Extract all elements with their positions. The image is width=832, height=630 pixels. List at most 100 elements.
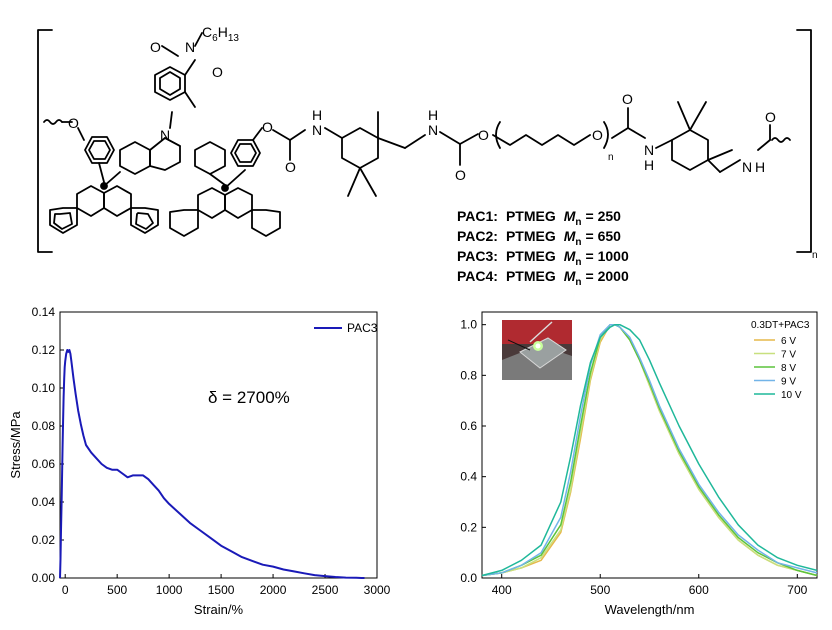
- mn-symbol: M: [564, 228, 576, 244]
- y-tick-label: 0.08: [32, 419, 56, 433]
- mn-subscript: n: [575, 257, 581, 268]
- polymer-label: PAC4: PTMEG Mn = 2000: [457, 268, 629, 288]
- legend-label: 9 V: [781, 377, 796, 388]
- plot-frame: [481, 311, 818, 579]
- x-tick-label: 1000: [156, 583, 183, 597]
- svg-text:H: H: [428, 107, 438, 123]
- plot-frame: [59, 311, 378, 579]
- mn-symbol: M: [564, 248, 576, 264]
- y-tick-label: 0.10: [32, 381, 56, 395]
- legend-label: 7 V: [781, 350, 796, 361]
- x-tick-label: 3000: [364, 583, 391, 597]
- svg-text:N: N: [428, 122, 438, 138]
- svg-text:O: O: [285, 159, 296, 175]
- polymer-name: PAC2:: [457, 228, 498, 244]
- y-tick-label: 0.2: [460, 520, 477, 534]
- x-tick-label: 0: [62, 583, 69, 597]
- mn-value: = 1000: [586, 248, 629, 264]
- svg-text:n: n: [812, 250, 818, 261]
- x-tick-label: 600: [689, 583, 709, 597]
- x-tick-label: 2500: [312, 583, 339, 597]
- mn-value: = 250: [586, 208, 622, 224]
- polymer-name: PAC4:: [457, 268, 498, 284]
- device-photo: [502, 320, 572, 380]
- hexyl-substituent: C6H13: [202, 24, 239, 44]
- series-line: [481, 323, 818, 577]
- series-line: [481, 323, 818, 577]
- series-line: [481, 323, 818, 577]
- y-tick-label: 0.06: [32, 457, 56, 471]
- x-tick-label: 700: [787, 583, 807, 597]
- mn-symbol: M: [564, 268, 576, 284]
- polymer-segment: PTMEG: [506, 268, 556, 284]
- mn-subscript: n: [575, 237, 581, 248]
- svg-text:O: O: [455, 167, 466, 183]
- stress-strain-chart: 0 500 1000 1500 2000 2500 3000 0.00 0.02 0.04 0.06…: [8, 305, 391, 617]
- x-tick-label: 400: [492, 583, 512, 597]
- x-tick-label: 2000: [260, 583, 287, 597]
- mn-subscript: n: [575, 217, 581, 228]
- paren-left: [495, 121, 501, 149]
- polymer-name: PAC3:: [457, 248, 498, 264]
- svg-text:H: H: [644, 157, 654, 173]
- left-bracket: [37, 29, 53, 253]
- legend-title: 0.3DT+PAC3: [751, 320, 810, 331]
- svg-text:O: O: [68, 115, 79, 131]
- polymer-segment: PTMEG: [506, 248, 556, 264]
- svg-text:O: O: [150, 39, 161, 55]
- y-tick-label: 0.00: [32, 571, 56, 585]
- svg-text:N: N: [185, 39, 195, 55]
- y-tick-label: 0.04: [32, 495, 56, 509]
- svg-text:O: O: [262, 119, 273, 135]
- svg-text:H: H: [755, 159, 765, 175]
- y-tick-label: 0.6: [460, 419, 477, 433]
- svg-text:N: N: [644, 142, 654, 158]
- polymer-segment: PTMEG: [506, 228, 556, 244]
- paren-right: [603, 121, 609, 149]
- polymer-label: PAC1: PTMEG Mn = 250: [457, 208, 621, 228]
- repeat-subscript: n: [608, 152, 614, 163]
- legend-label: 8 V: [781, 363, 796, 374]
- polymer-label: PAC3: PTMEG Mn = 1000: [457, 248, 629, 268]
- y-tick-label: 1.0: [460, 318, 477, 332]
- series-line: [59, 349, 365, 579]
- polymer-segment: PTMEG: [506, 208, 556, 224]
- polymer-name: PAC1:: [457, 208, 498, 224]
- y-tick-label: 0.02: [32, 533, 56, 547]
- y-axis-label: Stress/MPa: [8, 411, 23, 479]
- wavy-end-right: [771, 137, 791, 143]
- y-tick-label: 0.0: [460, 571, 477, 585]
- el-spectra-chart: 400 500 600 700 0.0 0.2 0.4 0.6 0.8 1.0 Wavelength…: [460, 311, 818, 617]
- x-tick-label: 1500: [208, 583, 235, 597]
- svg-text:O: O: [478, 127, 489, 143]
- x-axis-label: Strain/%: [194, 602, 244, 617]
- chemical-structure: O N O O N C6H13: [37, 24, 818, 261]
- y-tick-label: 0.12: [32, 343, 56, 357]
- mn-value: = 650: [586, 228, 622, 244]
- y-tick-label: 0.14: [32, 305, 56, 319]
- svg-text:O: O: [765, 109, 776, 125]
- svg-text:N: N: [160, 127, 170, 143]
- svg-text:N: N: [312, 122, 322, 138]
- mn-subscript: n: [575, 277, 581, 288]
- legend-label: 6 V: [781, 336, 796, 347]
- wavy-end-left: [43, 119, 63, 125]
- x-tick-label: 500: [107, 583, 127, 597]
- svg-text:O: O: [212, 64, 223, 80]
- svg-text:N: N: [742, 159, 752, 175]
- legend-label: PAC3: [347, 321, 378, 335]
- mn-value: = 2000: [586, 268, 629, 284]
- svg-text:H: H: [312, 107, 322, 123]
- right-bracket: [796, 29, 812, 253]
- svg-text:O: O: [622, 91, 633, 107]
- mn-symbol: M: [564, 208, 576, 224]
- polymer-label: PAC2: PTMEG Mn = 650: [457, 228, 621, 248]
- y-tick-label: 0.8: [460, 368, 477, 382]
- x-axis-label: Wavelength/nm: [605, 602, 695, 617]
- legend-label: 10 V: [781, 390, 802, 401]
- x-tick-label: 500: [590, 583, 610, 597]
- elongation-annotation: δ = 2700%: [208, 388, 290, 407]
- y-tick-label: 0.4: [460, 470, 477, 484]
